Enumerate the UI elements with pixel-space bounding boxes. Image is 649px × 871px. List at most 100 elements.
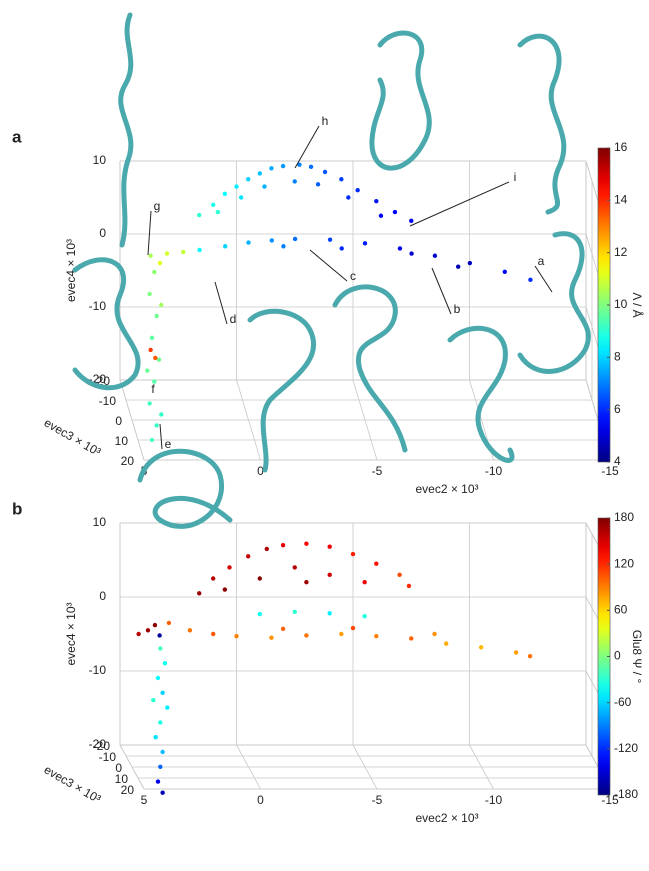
data-point <box>155 675 161 681</box>
leader-line <box>214 281 228 325</box>
colorbar-tick-label: 4 <box>614 454 621 468</box>
axes-box <box>119 160 611 461</box>
data-point <box>292 565 297 570</box>
data-point <box>149 437 155 443</box>
data-point <box>406 583 412 589</box>
data-point <box>234 634 239 639</box>
molecule <box>118 12 134 248</box>
data-point <box>211 576 216 581</box>
data-point <box>159 302 164 308</box>
y-tick-label: 0 <box>115 761 122 775</box>
data-point <box>378 213 384 218</box>
data-point <box>292 179 297 184</box>
data-point <box>269 166 274 171</box>
colorbar-tick-label: 8 <box>614 350 621 364</box>
data-point <box>156 357 162 362</box>
data-point <box>238 195 244 200</box>
data-point <box>432 253 438 258</box>
y-axis-title: evec3 × 10³ <box>42 762 104 806</box>
data-point <box>327 572 332 577</box>
data-point <box>145 368 150 373</box>
colorbar-tick-label: 0 <box>614 649 621 663</box>
colorbar-tick-label: -120 <box>614 741 638 755</box>
data-point <box>160 690 165 695</box>
annotation: d <box>230 312 237 326</box>
data-point <box>148 347 153 353</box>
z-tick-label: -20 <box>89 737 107 751</box>
x-tick-label: 0 <box>257 464 264 478</box>
panel-label: a <box>12 127 22 146</box>
data-point <box>257 611 262 617</box>
data-point <box>153 735 158 740</box>
data-point <box>147 401 152 406</box>
data-point <box>164 251 170 256</box>
data-point <box>374 198 379 204</box>
data-point <box>502 269 507 275</box>
leader-line <box>159 423 163 450</box>
data-point <box>478 645 484 650</box>
z-tick-label: 0 <box>99 589 106 603</box>
data-point <box>397 246 403 251</box>
data-point <box>339 246 344 251</box>
colorbar-title: Glu8 Ψ / ° <box>630 630 644 684</box>
data-point <box>327 611 332 616</box>
data-point <box>197 591 202 596</box>
data-point <box>187 628 193 633</box>
molecule <box>517 33 567 215</box>
data-point <box>157 633 162 638</box>
leader-line <box>431 267 452 315</box>
annotation: i <box>514 170 517 184</box>
x-axis-title: evec2 × 10³ <box>415 482 478 496</box>
data-point <box>350 551 356 557</box>
data-point <box>166 620 172 626</box>
x-tick-label: -15 <box>601 793 619 807</box>
y-tick-label: 10 <box>115 772 129 786</box>
panel-label: b <box>12 499 22 518</box>
data-point <box>397 572 402 577</box>
points <box>145 162 533 443</box>
data-point <box>234 184 239 189</box>
x-tick-label: 5 <box>141 793 148 807</box>
x-tick-label: -15 <box>601 464 619 478</box>
data-point <box>222 191 228 197</box>
data-point <box>245 177 251 182</box>
data-point <box>444 641 449 646</box>
data-point <box>154 423 159 428</box>
data-point <box>409 636 414 641</box>
y-tick-label: 0 <box>115 414 122 428</box>
leader-line <box>309 249 348 282</box>
data-point <box>346 195 351 200</box>
data-point <box>280 543 286 548</box>
annotation: f <box>151 382 155 396</box>
data-point <box>280 626 286 632</box>
x-tick-label: 0 <box>257 793 264 807</box>
data-point <box>227 565 232 570</box>
y-tick-label: -10 <box>99 394 117 408</box>
annotation: a <box>538 254 545 268</box>
colorbar-tick-label: 180 <box>614 510 634 524</box>
data-point <box>362 614 367 619</box>
data-point <box>152 622 158 628</box>
data-point <box>513 650 519 655</box>
data-point <box>322 169 328 175</box>
data-point <box>392 209 398 215</box>
data-point <box>147 291 152 297</box>
data-point <box>327 544 332 549</box>
z-axis-title: evec4 × 10³ <box>64 239 78 302</box>
leader-line <box>147 210 152 256</box>
data-point <box>281 244 286 249</box>
data-point <box>339 631 344 637</box>
data-point <box>211 631 216 637</box>
data-point <box>264 546 269 552</box>
data-point <box>223 244 228 249</box>
axes-box <box>119 522 611 790</box>
data-point <box>157 260 163 266</box>
data-point <box>467 260 473 266</box>
annotation: h <box>322 114 329 128</box>
colorbar-tick-label: 16 <box>614 140 628 154</box>
data-point <box>154 313 159 319</box>
data-point <box>304 633 309 638</box>
data-point <box>350 625 356 631</box>
data-point <box>315 182 321 187</box>
data-point <box>145 628 151 633</box>
